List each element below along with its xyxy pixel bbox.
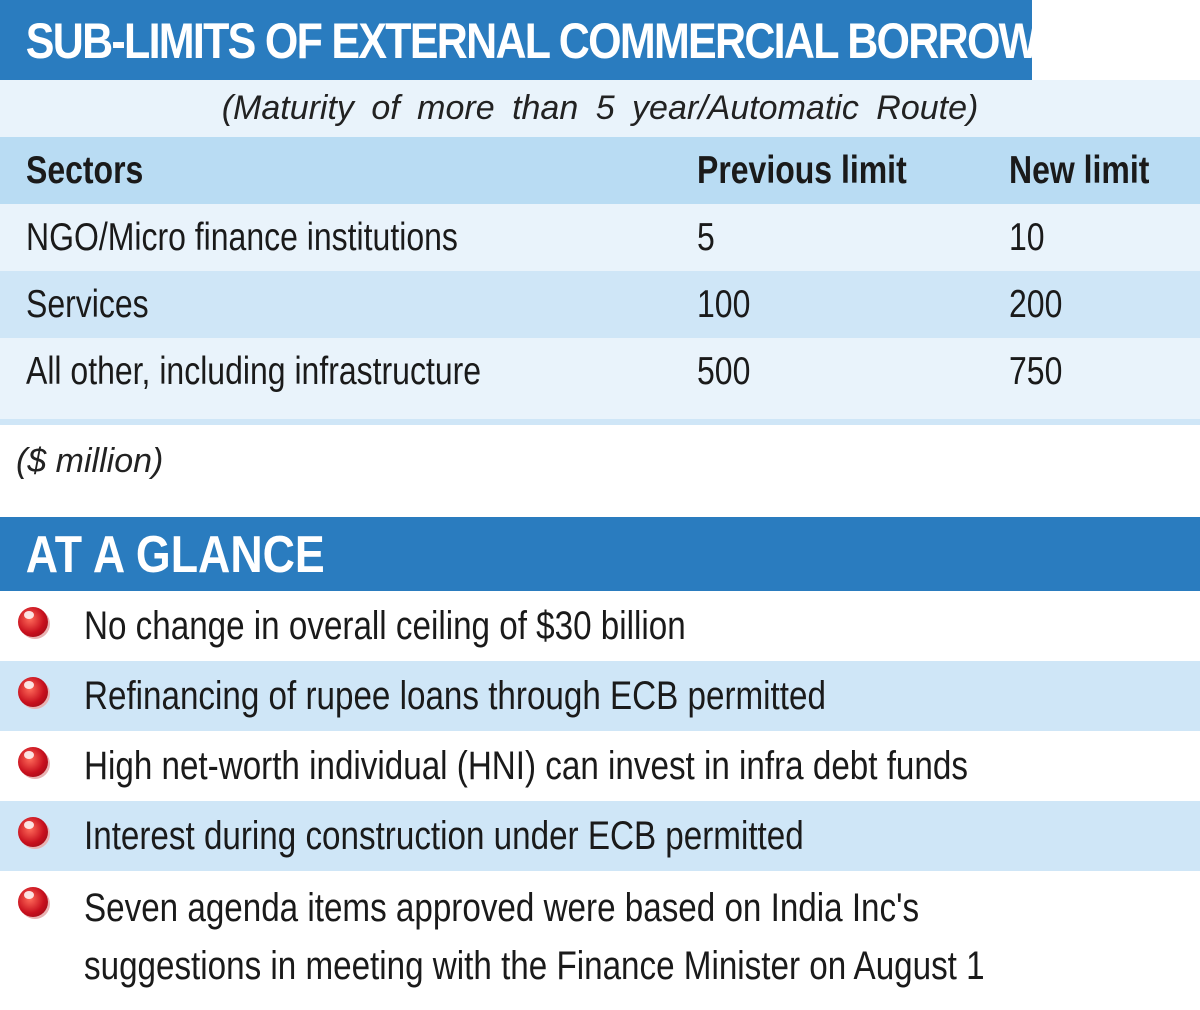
table-row: Services 100 200 xyxy=(0,271,1200,338)
red-bullet-icon xyxy=(18,747,48,777)
list-item: High net-worth individual (HNI) can inve… xyxy=(0,731,1200,801)
red-bullet-icon xyxy=(18,817,48,847)
column-header-previous-limit: Previous limit xyxy=(697,137,1009,204)
cell-new-limit: 750 xyxy=(1009,338,1200,405)
column-header-new-limit: New limit xyxy=(1009,137,1200,204)
table-row: All other, including infrastructure 500 … xyxy=(0,338,1200,405)
cell-previous-limit: 5 xyxy=(697,204,1009,271)
list-item: Refinancing of rupee loans through ECB p… xyxy=(0,661,1200,731)
list-item-line: suggestions in meeting with the Finance … xyxy=(84,944,985,988)
list-item: Seven agenda items approved were based o… xyxy=(0,871,1200,1003)
cell-new-limit: 10 xyxy=(1009,204,1200,271)
cell-previous-limit: 500 xyxy=(697,338,1009,405)
table-header-row: Sectors Previous limit New limit xyxy=(0,137,1200,204)
red-bullet-icon xyxy=(18,887,48,917)
cell-previous-limit: 100 xyxy=(697,271,1009,338)
red-bullet-icon xyxy=(18,677,48,707)
list-item: Interest during construction under ECB p… xyxy=(0,801,1200,871)
limits-table: Sectors Previous limit New limit NGO/Mic… xyxy=(0,137,1200,405)
red-bullet-icon xyxy=(18,607,48,637)
glance-title: AT A GLANCE xyxy=(0,517,1200,591)
table-divider xyxy=(0,405,1200,425)
glance-banner: AT A GLANCE xyxy=(0,517,1200,591)
column-header-sectors: Sectors xyxy=(0,137,697,204)
cell-sector: NGO/Micro finance institutions xyxy=(0,204,697,271)
list-item-line: Seven agenda items approved were based o… xyxy=(84,886,920,930)
cell-sector: All other, including infrastructure xyxy=(0,338,697,405)
cell-new-limit: 200 xyxy=(1009,271,1200,338)
page-subtitle: (Maturity of more than 5 year/Automatic … xyxy=(0,80,1200,137)
unit-note: ($ million) xyxy=(16,442,164,480)
page-title: SUB-LIMITS OF EXTERNAL COMMERCIAL BORROW… xyxy=(0,0,1111,80)
list-item: No change in overall ceiling of $30 bill… xyxy=(0,591,1200,661)
cell-sector: Services xyxy=(0,271,697,338)
table-row: NGO/Micro finance institutions 5 10 xyxy=(0,204,1200,271)
glance-list: No change in overall ceiling of $30 bill… xyxy=(0,591,1200,1003)
